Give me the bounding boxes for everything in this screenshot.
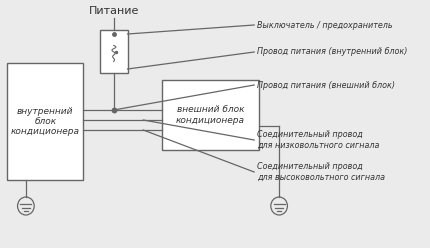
Bar [100,30,128,73]
Text: Соединительный провод
для низковольтного сигнала: Соединительный провод для низковольтного… [257,130,379,150]
Bar [7,63,83,180]
Text: Выключатель / предохранитель: Выключатель / предохранитель [257,21,393,30]
Bar [162,80,259,150]
Text: Питание: Питание [89,6,139,16]
Text: Соединительный провод
для высоковольтного сигнала: Соединительный провод для высоковольтног… [257,162,385,182]
Text: Провод питания (внешний блок): Провод питания (внешний блок) [257,81,395,90]
Text: Провод питания (внутренний блок): Провод питания (внутренний блок) [257,48,407,57]
Text: внутренний
блок
кондиционера: внутренний блок кондиционера [11,107,80,136]
Text: внешний блок
кондиционера: внешний блок кондиционера [176,105,245,125]
